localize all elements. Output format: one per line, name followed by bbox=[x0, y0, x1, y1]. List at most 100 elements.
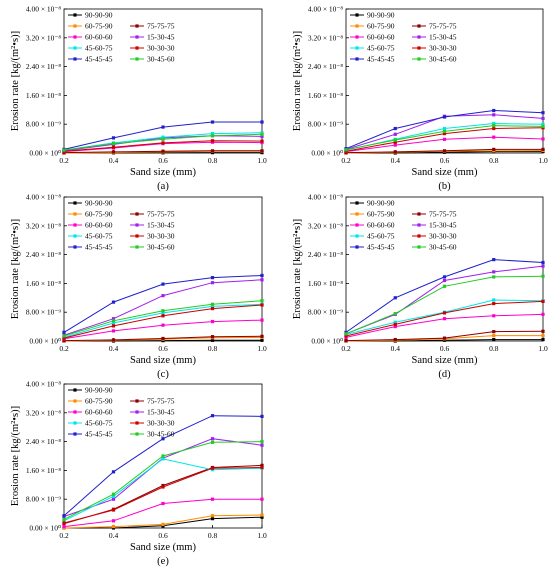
legend-marker bbox=[73, 432, 77, 436]
x-tick-label: 0.6 bbox=[158, 156, 168, 165]
y-axis-label: Erosion rate [kg/(m²•s)] bbox=[292, 219, 303, 319]
data-point bbox=[260, 463, 264, 467]
data-point bbox=[442, 336, 447, 340]
legend-marker bbox=[135, 245, 139, 249]
y-tick-label: 8.00 × 10⁻⁹ bbox=[26, 308, 62, 317]
data-point bbox=[111, 524, 116, 529]
x-tick-label: 0.6 bbox=[440, 344, 450, 353]
data-point bbox=[442, 317, 447, 321]
data-point bbox=[492, 258, 496, 262]
data-point bbox=[393, 143, 397, 147]
data-point bbox=[111, 319, 116, 323]
data-point bbox=[260, 443, 264, 447]
legend-marker bbox=[135, 24, 139, 28]
data-point bbox=[260, 278, 264, 282]
data-point bbox=[492, 135, 496, 139]
legend-label: 75-75-75 bbox=[429, 210, 457, 219]
data-point bbox=[161, 314, 165, 318]
data-point bbox=[111, 150, 116, 154]
y-tick-label: 1.60 × 10⁻⁸ bbox=[26, 279, 62, 288]
legend-label: 30-45-60 bbox=[147, 243, 175, 252]
legend-marker bbox=[135, 223, 139, 227]
panel-label: (d) bbox=[438, 369, 451, 380]
data-point bbox=[210, 437, 215, 441]
data-point bbox=[492, 126, 496, 131]
legend-marker bbox=[355, 13, 359, 17]
data-point bbox=[260, 132, 264, 136]
y-tick-label: 1.60 × 10⁻⁸ bbox=[26, 91, 62, 100]
legend-label: 45-60-75 bbox=[367, 44, 395, 53]
legend-marker bbox=[355, 24, 359, 28]
legend-marker bbox=[355, 223, 359, 227]
legend-marker bbox=[355, 245, 359, 249]
x-tick-label: 1.0 bbox=[257, 156, 267, 165]
legend-marker bbox=[135, 399, 139, 403]
data-point bbox=[260, 334, 264, 338]
y-tick-label: 2.40 × 10⁻⁸ bbox=[308, 62, 344, 71]
data-point bbox=[260, 318, 264, 322]
data-point bbox=[111, 317, 116, 321]
data-point bbox=[541, 274, 545, 278]
data-point bbox=[393, 322, 397, 327]
chart-panel-4: 0.2 0.4 0.6 0.8 1.0 0.00 × 10⁰ 8.00 × 10⁻⁹ 1.60… bbox=[292, 193, 548, 381]
data-point bbox=[260, 149, 264, 153]
y-axis-label: Erosion rate [kg/(m²•s)] bbox=[10, 219, 21, 319]
legend-label: 45-60-75 bbox=[85, 419, 113, 428]
y-tick-label: 3.20 × 10⁻⁸ bbox=[26, 33, 62, 42]
data-point bbox=[492, 121, 496, 126]
data-point bbox=[210, 466, 215, 470]
legend-marker bbox=[417, 35, 421, 39]
data-point bbox=[260, 465, 264, 470]
y-tick-label: 2.40 × 10⁻⁸ bbox=[308, 250, 344, 259]
legend-marker bbox=[355, 201, 359, 205]
data-point bbox=[442, 115, 447, 119]
chart-panel-3: 0.2 0.4 0.6 0.8 1.0 0.00 × 10⁰ 8.00 × 10⁻⁹ 1.60… bbox=[10, 193, 267, 381]
data-point bbox=[111, 338, 116, 342]
y-tick-label: 4.00 × 10⁻⁸ bbox=[308, 193, 344, 202]
x-tick-label: 0.6 bbox=[440, 156, 450, 165]
legend-label: 30-30-30 bbox=[429, 232, 457, 241]
y-tick-label: 0.00 × 10⁰ bbox=[311, 337, 343, 346]
legend-marker bbox=[73, 234, 77, 238]
data-point bbox=[210, 149, 215, 153]
data-point bbox=[541, 147, 545, 151]
legend-label: 30-30-30 bbox=[429, 44, 457, 53]
y-tick-label: 2.40 × 10⁻⁸ bbox=[26, 437, 62, 446]
data-point bbox=[210, 440, 215, 444]
data-point bbox=[260, 134, 264, 139]
data-point bbox=[161, 125, 165, 129]
legend-label: 30-45-60 bbox=[147, 55, 175, 64]
data-point bbox=[210, 139, 215, 143]
legend-label: 45-45-45 bbox=[85, 243, 113, 252]
legend-marker bbox=[355, 35, 359, 39]
data-point bbox=[541, 111, 545, 115]
data-point bbox=[161, 454, 165, 458]
data-point bbox=[210, 276, 215, 280]
data-point bbox=[442, 126, 447, 131]
legend-label: 60-75-90 bbox=[85, 210, 113, 219]
data-point bbox=[62, 334, 66, 338]
data-point bbox=[62, 336, 66, 340]
data-point bbox=[344, 334, 348, 338]
y-tick-label: 3.20 × 10⁻⁸ bbox=[26, 221, 62, 230]
x-tick-label: 1.0 bbox=[257, 344, 267, 353]
legend-marker bbox=[73, 13, 77, 17]
data-point bbox=[442, 149, 447, 153]
y-tick-label: 0.00 × 10⁰ bbox=[29, 337, 61, 346]
data-point bbox=[111, 329, 116, 333]
legend-label: 15-30-45 bbox=[429, 221, 457, 230]
legend-label: 30-45-60 bbox=[429, 243, 457, 252]
legend-label: 60-75-90 bbox=[85, 22, 113, 31]
data-point bbox=[344, 332, 348, 336]
data-point bbox=[541, 260, 545, 265]
y-tick-label: 8.00 × 10⁻⁹ bbox=[26, 120, 62, 129]
legend-marker bbox=[135, 57, 139, 61]
data-point bbox=[260, 497, 264, 501]
data-point bbox=[393, 138, 397, 142]
data-point bbox=[111, 494, 116, 498]
y-tick-label: 3.20 × 10⁻⁸ bbox=[308, 33, 344, 42]
legend-marker bbox=[417, 212, 421, 216]
panel-label: (b) bbox=[438, 181, 451, 192]
y-tick-label: 4.00 × 10⁻⁸ bbox=[26, 5, 62, 14]
data-point bbox=[260, 513, 264, 517]
